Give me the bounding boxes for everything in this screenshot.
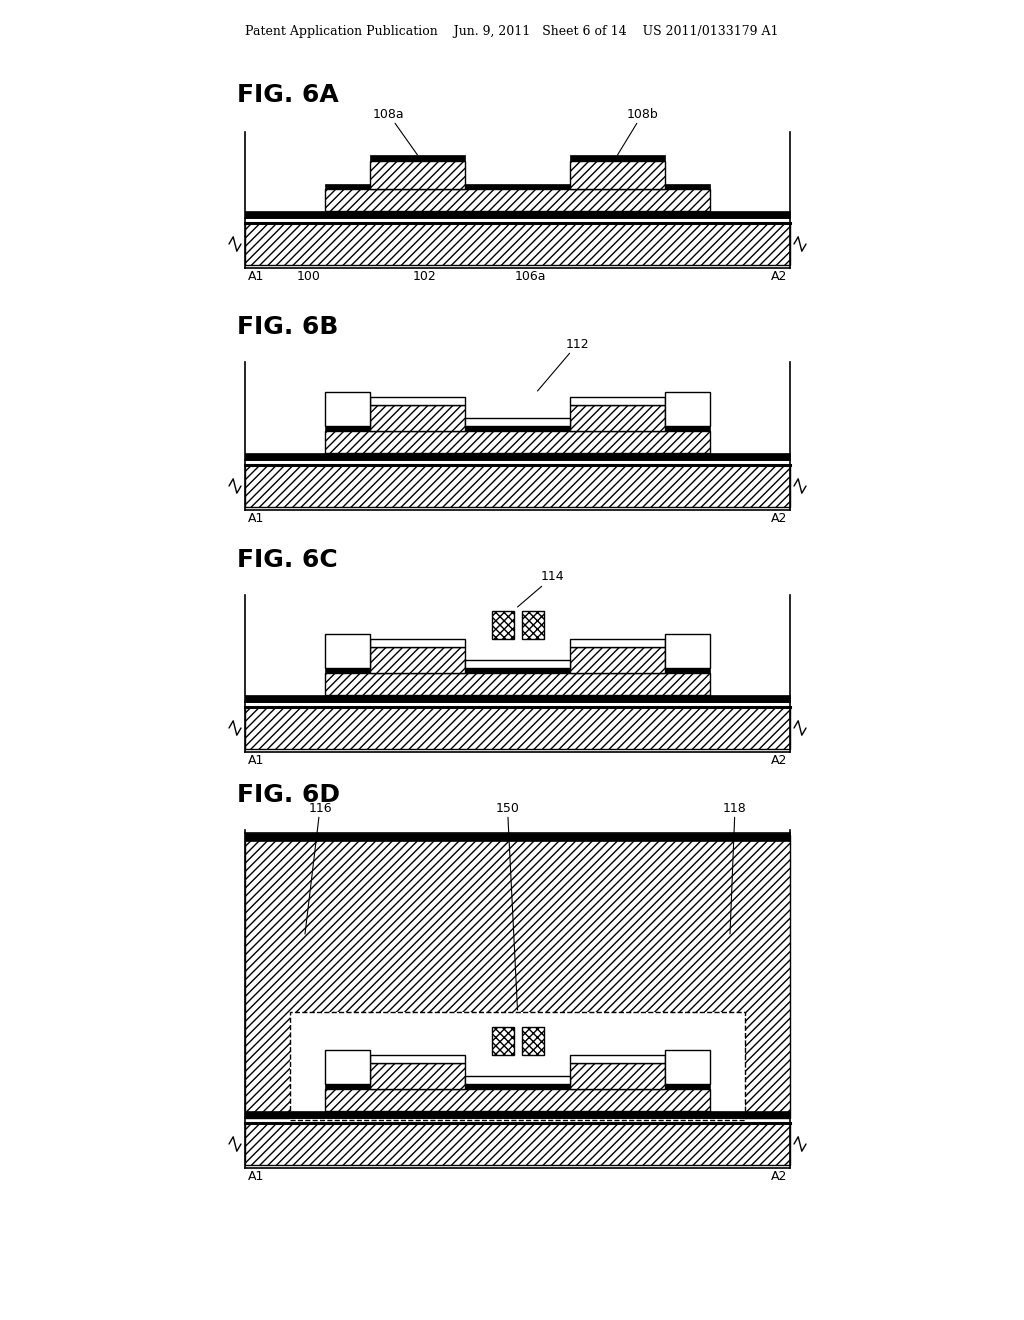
Bar	[290, 1012, 745, 1119]
Text: 100: 100	[297, 271, 321, 282]
Text: FIG. 6B: FIG. 6B	[237, 315, 338, 339]
Text: A1: A1	[248, 512, 264, 525]
Text: 114: 114	[517, 570, 564, 607]
Bar	[325, 1049, 370, 1084]
Bar	[245, 453, 790, 459]
Bar	[570, 647, 665, 673]
Text: 150: 150	[496, 801, 519, 1010]
Bar	[325, 426, 710, 432]
Text: A2: A2	[771, 754, 787, 767]
Bar	[370, 639, 465, 647]
Bar	[465, 660, 570, 668]
Bar	[370, 405, 465, 432]
Text: FIG. 6C: FIG. 6C	[237, 548, 338, 572]
Text: Patent Application Publication    Jun. 9, 2011   Sheet 6 of 14    US 2011/013317: Patent Application Publication Jun. 9, 2…	[246, 25, 778, 38]
Text: 102: 102	[413, 271, 437, 282]
Bar	[570, 397, 665, 405]
Bar	[325, 634, 370, 668]
Bar	[665, 634, 710, 668]
Text: A1: A1	[248, 754, 264, 767]
Text: 106a: 106a	[515, 271, 547, 282]
Bar	[290, 1012, 745, 1119]
Bar	[245, 1111, 790, 1118]
Bar	[570, 1055, 665, 1063]
Bar	[245, 1123, 790, 1166]
Bar	[245, 211, 790, 218]
Bar	[325, 189, 710, 211]
Bar	[492, 611, 513, 639]
Bar	[665, 392, 710, 426]
Bar	[570, 639, 665, 647]
Text: A2: A2	[771, 512, 787, 525]
Bar	[570, 405, 665, 432]
Bar	[570, 1063, 665, 1089]
Text: 108a: 108a	[373, 107, 418, 154]
Text: 118: 118	[723, 801, 746, 935]
Text: 112: 112	[538, 338, 590, 391]
Bar	[245, 833, 790, 841]
Bar	[370, 397, 465, 405]
Bar	[370, 161, 465, 189]
Bar	[325, 432, 710, 453]
Text: A1: A1	[248, 271, 264, 282]
Text: A1: A1	[248, 1170, 264, 1183]
Bar	[325, 1089, 710, 1111]
Bar	[325, 183, 710, 189]
Text: FIG. 6D: FIG. 6D	[237, 783, 340, 807]
Bar	[465, 1076, 570, 1084]
Text: A2: A2	[771, 1170, 787, 1183]
Text: A2: A2	[771, 271, 787, 282]
Bar	[245, 708, 790, 748]
Bar	[370, 647, 465, 673]
Bar	[521, 1027, 544, 1055]
Bar	[370, 1063, 465, 1089]
Bar	[521, 611, 544, 639]
Bar	[665, 1049, 710, 1084]
Bar	[492, 1027, 513, 1055]
Bar	[325, 668, 710, 673]
Bar	[245, 696, 790, 702]
Bar	[465, 418, 570, 426]
Bar	[245, 465, 790, 507]
Bar	[325, 1084, 710, 1089]
Bar	[570, 154, 665, 161]
Bar	[370, 1055, 465, 1063]
Bar	[325, 673, 710, 696]
Bar	[370, 154, 465, 161]
Text: 116: 116	[305, 801, 332, 935]
Text: 108b: 108b	[617, 107, 658, 154]
Text: FIG. 6A: FIG. 6A	[237, 83, 339, 107]
Bar	[325, 392, 370, 426]
Bar	[245, 836, 790, 1118]
Bar	[570, 161, 665, 189]
Bar	[245, 223, 790, 265]
